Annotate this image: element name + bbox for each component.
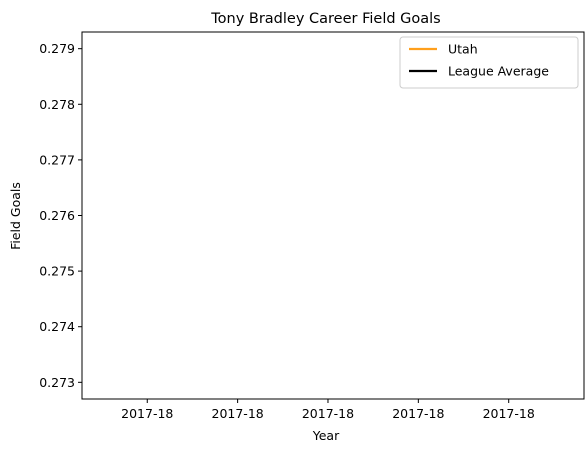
legend-label-league-average: League Average xyxy=(448,64,549,79)
x-tick-label: 2017-18 xyxy=(212,406,264,421)
x-tick-label: 2017-18 xyxy=(483,406,535,421)
y-tick-label: 0.278 xyxy=(39,97,75,112)
chart-title: Tony Bradley Career Field Goals xyxy=(210,11,441,27)
y-tick-label: 0.273 xyxy=(39,375,75,390)
x-tick-label: 2017-18 xyxy=(302,406,354,421)
legend-box xyxy=(399,36,579,89)
x-tick-label: 2017-18 xyxy=(121,406,173,421)
legend-label-utah: Utah xyxy=(448,42,478,57)
y-tick-label: 0.275 xyxy=(39,264,75,279)
x-tick-label: 2017-18 xyxy=(392,406,444,421)
y-tick-label: 0.276 xyxy=(39,208,75,223)
y-axis: 0.273 0.274 0.275 0.276 0.277 0.278 0.279 xyxy=(39,41,82,390)
x-axis: 2017-18 2017-18 2017-18 2017-18 2017-18 xyxy=(121,399,535,421)
x-axis-label: Year xyxy=(312,428,340,443)
y-axis-label: Field Goals xyxy=(8,182,23,250)
y-tick-label: 0.279 xyxy=(39,41,75,56)
y-tick-label: 0.274 xyxy=(39,319,75,334)
legend: Utah League Average xyxy=(399,36,579,89)
y-tick-label: 0.277 xyxy=(39,152,75,167)
